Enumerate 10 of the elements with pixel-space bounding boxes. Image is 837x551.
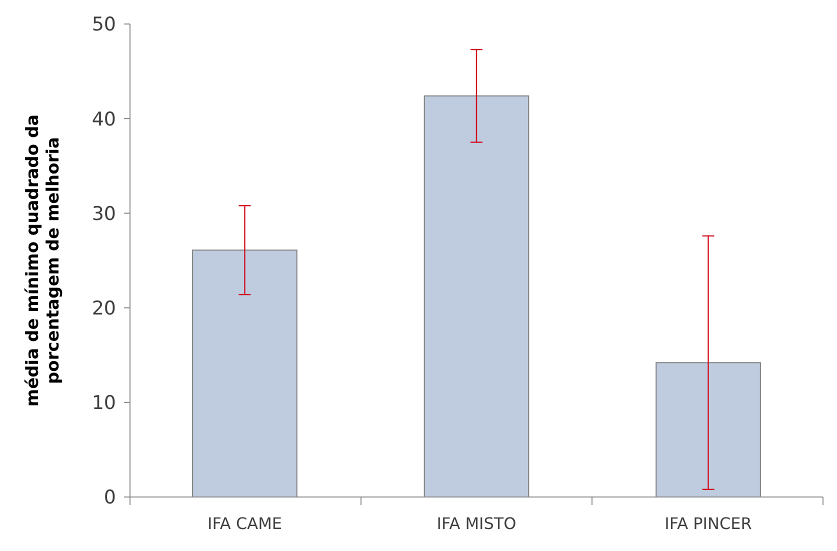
y-tick-label: 0 [104, 486, 116, 509]
y-tick-label: 40 [92, 108, 116, 130]
y-tick-label: 10 [92, 392, 116, 414]
y-tick-label: 50 [92, 14, 116, 36]
x-tick-label: IFA CAME [207, 514, 282, 533]
y-tick-label: 30 [92, 202, 116, 225]
x-tick-label: IFA MISTO [436, 514, 516, 533]
y-tick-label: 20 [92, 297, 116, 320]
x-tick-label: IFA PINCER [664, 514, 752, 533]
y-axis-title: média de mínimo quadrado da porcentagem de melhoria [23, 114, 64, 407]
